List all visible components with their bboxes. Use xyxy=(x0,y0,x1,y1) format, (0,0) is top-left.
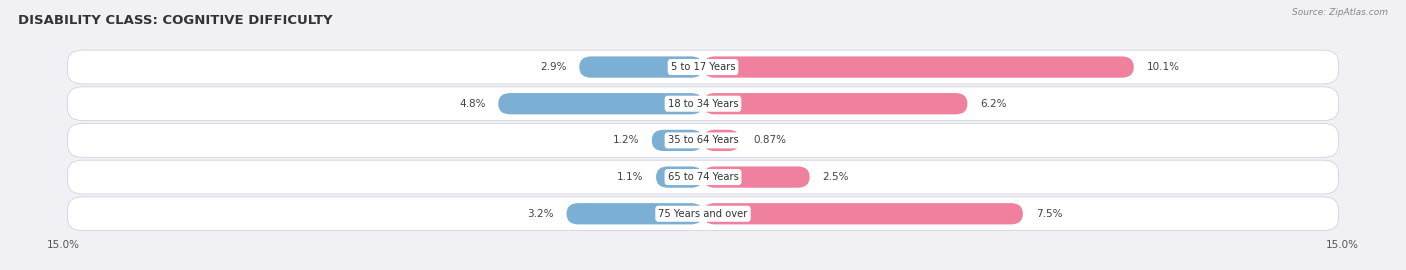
Text: 6.2%: 6.2% xyxy=(980,99,1007,109)
FancyBboxPatch shape xyxy=(67,87,1339,121)
Text: 7.5%: 7.5% xyxy=(1036,209,1062,219)
Text: 1.1%: 1.1% xyxy=(617,172,644,182)
FancyBboxPatch shape xyxy=(703,130,740,151)
FancyBboxPatch shape xyxy=(703,93,967,114)
Text: 1.2%: 1.2% xyxy=(613,135,640,146)
FancyBboxPatch shape xyxy=(67,197,1339,231)
Text: Source: ZipAtlas.com: Source: ZipAtlas.com xyxy=(1292,8,1388,17)
FancyBboxPatch shape xyxy=(67,124,1339,157)
FancyBboxPatch shape xyxy=(703,166,810,188)
Text: 0.87%: 0.87% xyxy=(752,135,786,146)
FancyBboxPatch shape xyxy=(652,130,703,151)
FancyBboxPatch shape xyxy=(703,56,1133,78)
FancyBboxPatch shape xyxy=(579,56,703,78)
FancyBboxPatch shape xyxy=(567,203,703,224)
Text: 5 to 17 Years: 5 to 17 Years xyxy=(671,62,735,72)
Text: 2.5%: 2.5% xyxy=(823,172,849,182)
FancyBboxPatch shape xyxy=(67,160,1339,194)
Text: 10.1%: 10.1% xyxy=(1146,62,1180,72)
Text: 65 to 74 Years: 65 to 74 Years xyxy=(668,172,738,182)
FancyBboxPatch shape xyxy=(498,93,703,114)
Text: 2.9%: 2.9% xyxy=(540,62,567,72)
Text: 3.2%: 3.2% xyxy=(527,209,554,219)
Text: 75 Years and over: 75 Years and over xyxy=(658,209,748,219)
FancyBboxPatch shape xyxy=(67,50,1339,84)
Text: 18 to 34 Years: 18 to 34 Years xyxy=(668,99,738,109)
Text: DISABILITY CLASS: COGNITIVE DIFFICULTY: DISABILITY CLASS: COGNITIVE DIFFICULTY xyxy=(18,14,333,26)
FancyBboxPatch shape xyxy=(703,203,1024,224)
Text: 35 to 64 Years: 35 to 64 Years xyxy=(668,135,738,146)
FancyBboxPatch shape xyxy=(657,166,703,188)
Text: 4.8%: 4.8% xyxy=(458,99,485,109)
